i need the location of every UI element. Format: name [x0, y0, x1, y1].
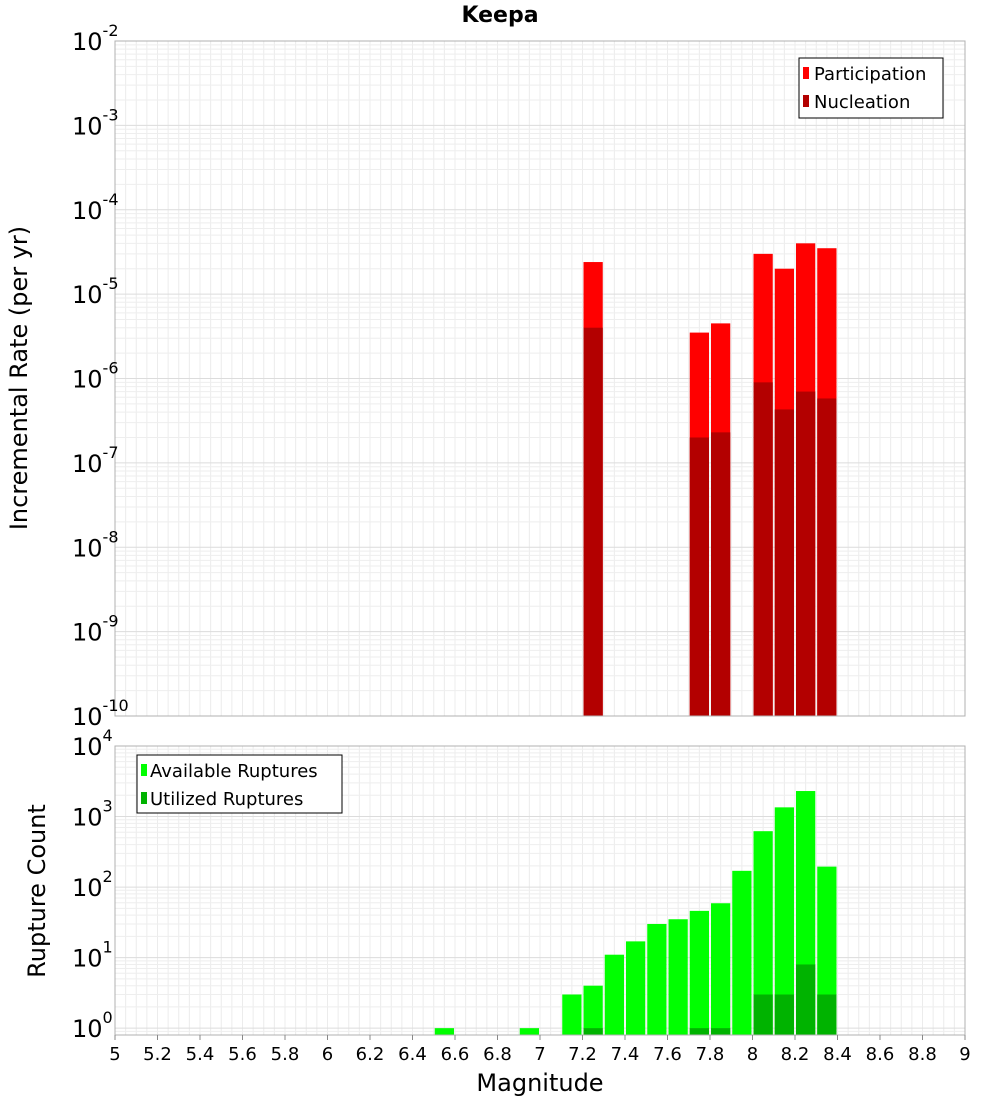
legend-label-nucleation: Nucleation	[814, 92, 910, 113]
bar-available-ruptures	[774, 807, 794, 1035]
top-ylabel: Incremental Rate (per yr)	[5, 226, 33, 530]
bar-available-ruptures	[668, 919, 688, 1035]
bar-utilized-ruptures	[583, 1028, 603, 1035]
bar-available-ruptures	[732, 870, 752, 1035]
bar-available-ruptures	[647, 923, 667, 1035]
x-tick-label: 8.6	[866, 1044, 895, 1065]
legend-swatch-utilized	[141, 792, 147, 804]
bottom-bars	[434, 791, 837, 1035]
bar-nucleation	[817, 398, 837, 716]
x-tick-label: 6.8	[483, 1044, 512, 1065]
legend-swatch-available	[141, 764, 147, 776]
x-tick-label: 6.2	[356, 1044, 385, 1065]
bar-available-ruptures	[753, 831, 773, 1035]
x-tick-label: 7.4	[611, 1044, 640, 1065]
top-legend-box	[798, 57, 944, 119]
x-tick-label: 8	[747, 1044, 758, 1065]
x-tick-label: 5.6	[228, 1044, 257, 1065]
y-tick-label: 10-6	[72, 359, 119, 394]
bottom-xticks: 5 5.2 5.4 5.6 5.8 6 6.2 6.4 6.6 6.8 7 7.2 7.4 7.6 7.8 8…	[109, 1035, 971, 1065]
top-bars	[583, 243, 837, 717]
y-tick-label: 104	[72, 726, 113, 761]
legend-label-participation: Participation	[814, 64, 926, 85]
y-tick-label: 101	[72, 938, 113, 973]
y-tick-label: 10-7	[72, 443, 119, 478]
bottom-yticks: 100 101 102 103 104	[72, 726, 113, 1043]
x-tick-label: 6.4	[398, 1044, 427, 1065]
y-tick-label: 10-8	[72, 527, 119, 562]
bar-nucleation	[796, 391, 816, 716]
x-tick-label: 8.2	[781, 1044, 810, 1065]
top-yticks: 10-10 10-9 10-8 10-7 10-6 10-5 10-4 10-3 10-2	[72, 21, 129, 731]
bottom-ylabel: Rupture Count	[23, 804, 51, 978]
top-grid	[114, 41, 966, 717]
legend-swatch-nucleation	[803, 95, 809, 107]
top-legend: Participation Nucleation	[798, 57, 944, 119]
bar-utilized-ruptures	[817, 994, 837, 1035]
x-axis-label: Magnitude	[476, 1069, 603, 1097]
bar-available-ruptures	[689, 910, 709, 1035]
bar-utilized-ruptures	[774, 994, 794, 1035]
y-tick-label: 10-10	[72, 696, 129, 731]
legend-swatch-participation	[803, 67, 809, 79]
bar-nucleation	[711, 432, 731, 716]
x-tick-label: 5.4	[186, 1044, 215, 1065]
x-tick-label: 6	[322, 1044, 333, 1065]
x-tick-label: 7.8	[696, 1044, 725, 1065]
y-tick-label: 102	[72, 867, 113, 902]
x-tick-label: 7.2	[568, 1044, 597, 1065]
y-tick-label: 100	[72, 1008, 113, 1043]
x-tick-label: 5	[109, 1044, 120, 1065]
bar-nucleation	[583, 327, 603, 716]
bar-utilized-ruptures	[753, 994, 773, 1035]
x-tick-label: 8.8	[908, 1044, 937, 1065]
y-tick-label: 10-9	[72, 612, 119, 647]
x-tick-label: 6.6	[441, 1044, 470, 1065]
top-plot-frame	[114, 40, 966, 717]
bar-available-ruptures	[711, 903, 731, 1035]
x-tick-label: 8.4	[823, 1044, 852, 1065]
y-tick-label: 103	[72, 797, 113, 832]
legend-label-utilized: Utilized Ruptures	[150, 789, 303, 810]
bar-nucleation	[774, 409, 794, 716]
bar-available-ruptures	[817, 866, 837, 1035]
y-tick-label: 10-4	[72, 190, 119, 225]
x-tick-label: 7	[534, 1044, 545, 1065]
y-tick-label: 10-2	[72, 21, 119, 56]
y-tick-label: 10-3	[72, 105, 119, 140]
bar-available-ruptures	[604, 954, 624, 1035]
x-tick-label: 5.2	[143, 1044, 172, 1065]
bar-available-ruptures	[434, 1028, 454, 1035]
x-tick-label: 9	[959, 1044, 970, 1065]
bar-available-ruptures	[583, 985, 603, 1035]
bar-available-ruptures	[519, 1028, 539, 1035]
bar-utilized-ruptures	[796, 964, 816, 1035]
bar-available-ruptures	[562, 994, 582, 1035]
y-tick-label: 10-5	[72, 274, 119, 309]
bar-nucleation	[753, 382, 773, 716]
bar-utilized-ruptures	[689, 1028, 709, 1035]
bar-utilized-ruptures	[711, 1028, 731, 1035]
x-tick-label: 5.8	[271, 1044, 300, 1065]
chart-title: Keepa	[461, 3, 538, 28]
bottom-panel: 100 101 102 103 104 5 5.2 5.4 5.6 5.8 6 6.2 6.4 6.6 6…	[23, 726, 971, 1097]
bottom-legend-box	[136, 754, 343, 814]
bar-nucleation	[689, 437, 709, 716]
top-panel: 10-10 10-9 10-8 10-7 10-6 10-5 10-4 10-3 10-2 In…	[5, 21, 966, 731]
legend-label-available: Available Ruptures	[150, 761, 318, 782]
bottom-legend: Available Ruptures Utilized Ruptures	[136, 754, 343, 814]
bar-available-ruptures	[626, 941, 646, 1035]
x-tick-label: 7.6	[653, 1044, 682, 1065]
